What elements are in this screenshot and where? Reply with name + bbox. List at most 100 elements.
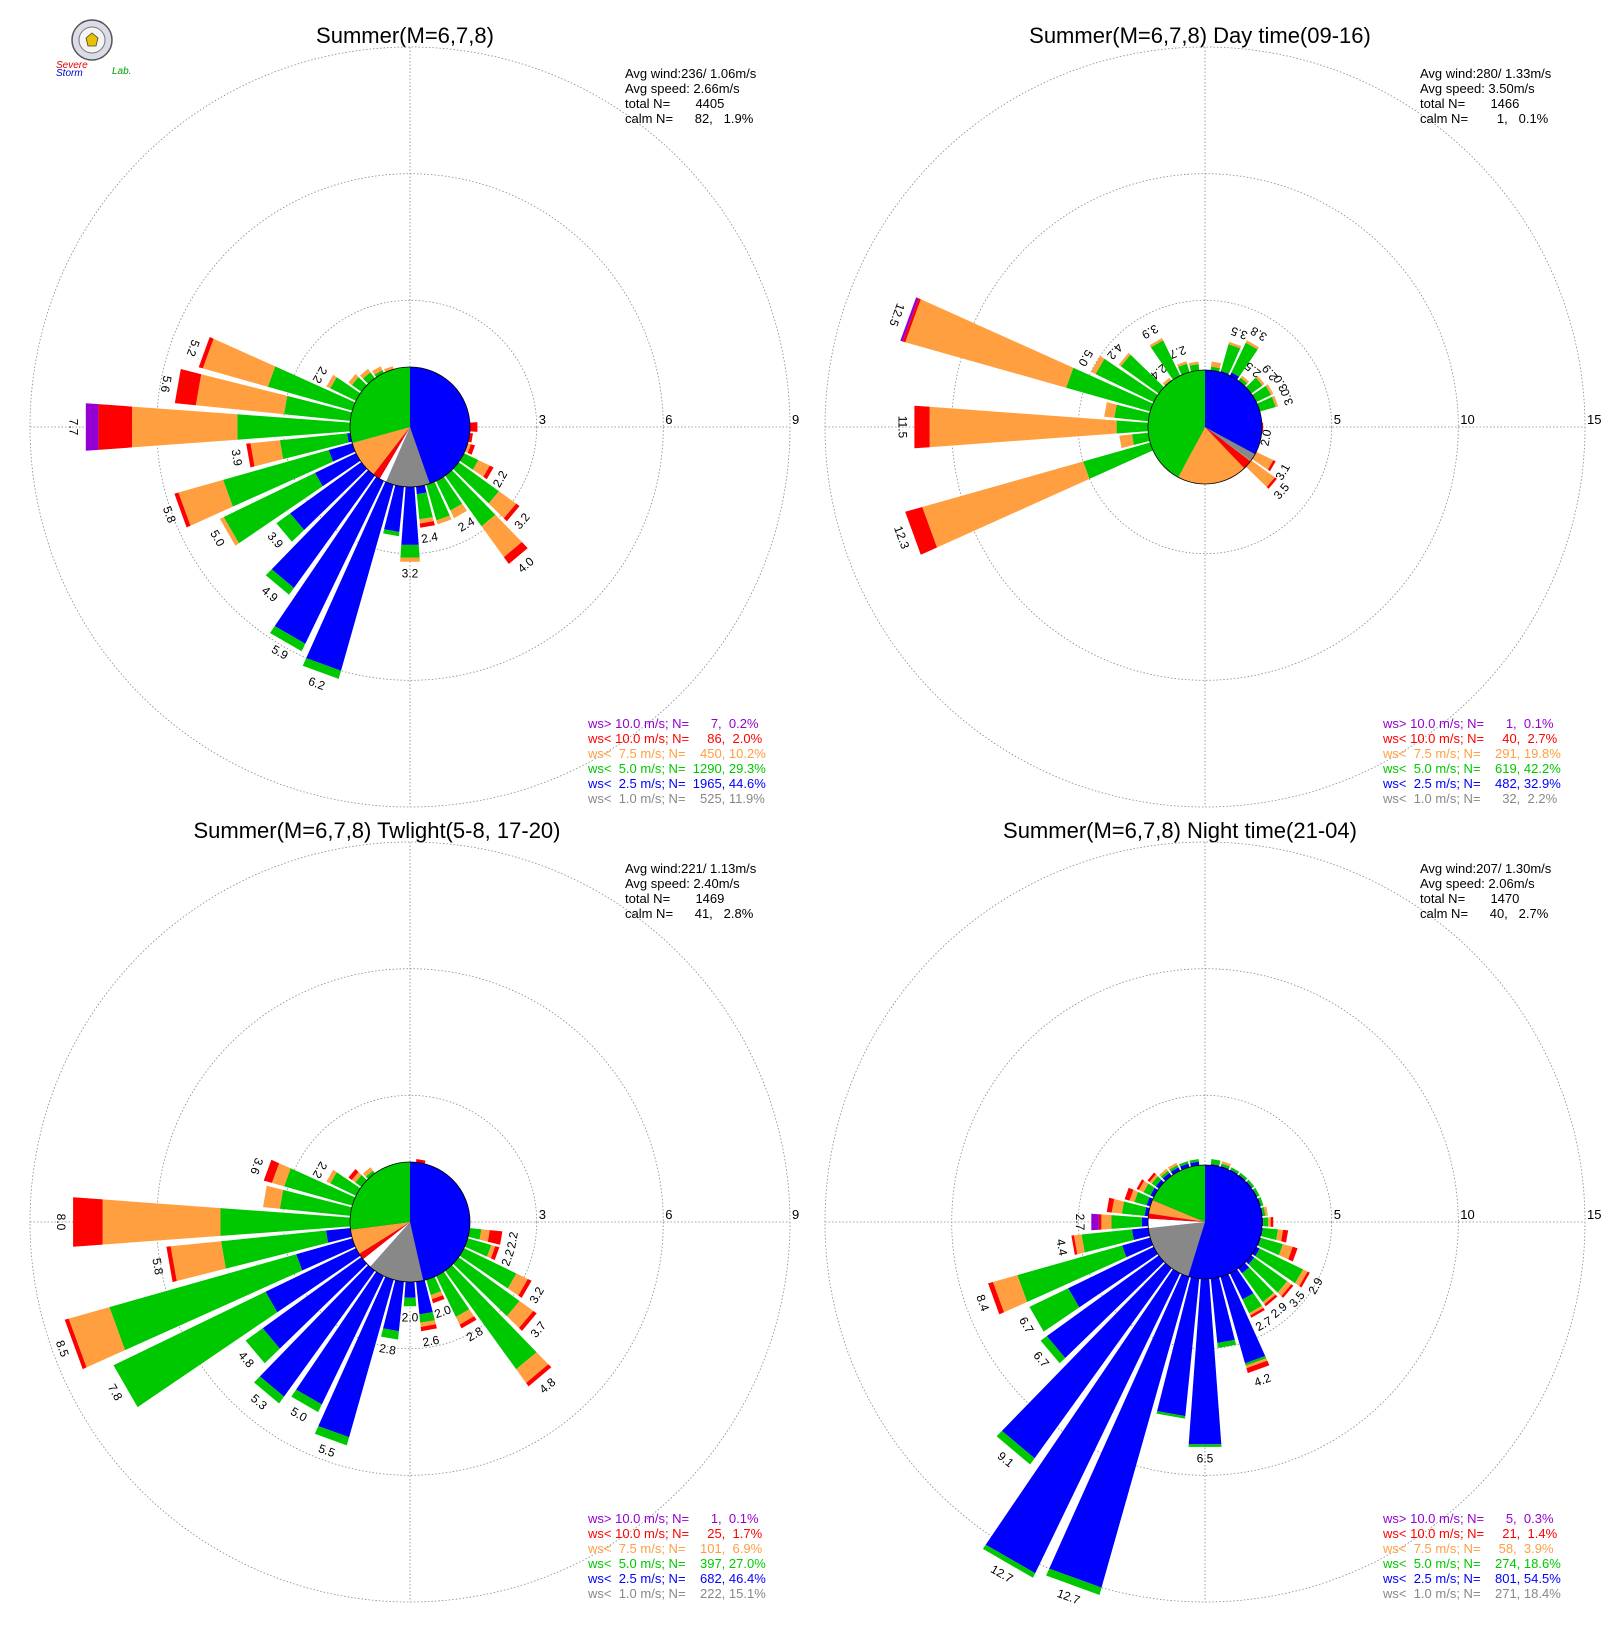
ring-tick-label: 10 (1460, 1207, 1474, 1222)
grid-ring (1077, 1094, 1333, 1350)
wind-bar-segment (440, 1246, 520, 1317)
wind-bar-segment (1272, 395, 1279, 407)
ring-tick-labels: 3 6 9 (539, 1207, 800, 1222)
wind-bar-segment (1255, 375, 1265, 386)
calm-n-text: calm N= 1, 0.1% (1420, 111, 1549, 126)
logo-text-storm: Storm (56, 68, 83, 79)
pie-slice (350, 1222, 410, 1254)
total-n-text: total N= 1466 (1420, 96, 1519, 111)
bar-value-label: 2.0 (402, 1311, 419, 1325)
wind-bar-segment (1217, 1339, 1237, 1348)
legend-entry: ws< 5.0 m/s; N= 274, 18.6% (1382, 1556, 1561, 1571)
wind-bar-segment (1073, 1234, 1085, 1255)
pie-outline (349, 1161, 471, 1283)
bar-value-label: 2.6 (422, 1333, 441, 1350)
bar-value-label: 7.7 (67, 419, 81, 436)
wind-bar-segment (902, 298, 921, 343)
legend-entry: ws< 10.0 m/s; N= 86, 2.0% (587, 731, 763, 746)
avg-speed-text: Avg speed: 3.50m/s (1420, 81, 1535, 96)
wind-bar-segment (1160, 1170, 1170, 1179)
bar-value-label: 9.1 (995, 1449, 1017, 1471)
panel-title: Summer(M=6,7,8) Twlight(5-8, 17-20) (193, 818, 560, 843)
total-n-text: total N= 1469 (625, 891, 724, 906)
wind-bar-segment (1278, 1244, 1293, 1260)
wind-bar-segment (992, 1275, 1028, 1313)
pie-slice (350, 1162, 410, 1230)
wind-bar-segment (1098, 1214, 1102, 1230)
wind-bar-segment (1124, 1187, 1134, 1201)
legend-entry: ws> 10.0 m/s; N= 1, 0.1% (587, 1511, 759, 1526)
bar-value-label: 4.8 (537, 1375, 559, 1397)
wind-rose-panel-day-time: Summer(M=6,7,8) Day time(09-16) 3.53.82.… (824, 23, 1601, 808)
wind-bar-segment (1264, 1294, 1278, 1307)
wind-stats: Avg wind:280/ 1.33m/s Avg speed: 3.50m/s… (1420, 66, 1552, 126)
wind-bar-segment (1266, 477, 1277, 489)
wind-bar-segment (202, 338, 276, 387)
pie-slice (1148, 1213, 1205, 1222)
bar-value-label: 8.0 (54, 1214, 68, 1231)
pie-slice (370, 1222, 424, 1283)
wind-bar-segment (284, 1168, 368, 1210)
bar-value-label: 12.5 (886, 302, 907, 329)
bar-value-label: 3.9 (265, 529, 287, 551)
wind-stats: Avg wind:207/ 1.30m/s Avg speed: 2.06m/s… (1420, 861, 1552, 921)
wind-bar-segment (455, 1309, 475, 1325)
bar-value-label: 3.9 (228, 448, 245, 467)
wind-bar-segment (420, 1324, 437, 1332)
wind-bar-segment (1246, 1360, 1270, 1374)
wind-bar-segment (439, 1258, 537, 1370)
wind-bar-segment (132, 406, 238, 448)
wind-bar-segment (479, 1229, 490, 1242)
pie-slice (1147, 369, 1205, 478)
bar-value-label: 2.7 (1253, 1313, 1275, 1334)
pie-slice (349, 367, 410, 444)
wind-bar-segment (1250, 1307, 1265, 1318)
wind-bar-segment (444, 1240, 517, 1289)
pie-slice (1178, 427, 1245, 485)
bar-value-label: 3.2 (511, 510, 533, 532)
wind-bar-segment (68, 1307, 125, 1368)
bar-value-label: 8.5 (53, 1338, 72, 1359)
bar-value-label: 3.0 (1277, 387, 1296, 408)
pie-slice (352, 427, 410, 475)
wind-bar-segment (1270, 1217, 1274, 1227)
ring-tick-labels: 5 10 15 (1334, 1207, 1602, 1222)
panel-title: Summer(M=6,7,8) Night time(21-04) (1003, 818, 1357, 843)
panel-title: Summer(M=6,7,8) Day time(09-16) (1029, 23, 1371, 48)
legend-entry: ws< 7.5 m/s; N= 291, 19.8% (1382, 746, 1561, 761)
center-pie (1147, 1164, 1263, 1280)
wind-bar-segment (1106, 1197, 1115, 1213)
avg-speed-text: Avg speed: 2.40m/s (625, 876, 740, 891)
legend-entry: ws< 7.5 m/s; N= 101, 6.9% (587, 1541, 763, 1556)
avg-speed-text: Avg speed: 2.66m/s (625, 81, 740, 96)
legend-entry: ws< 10.0 m/s; N= 40, 2.7% (1382, 731, 1558, 746)
wind-bar-segment (487, 1230, 503, 1245)
bar-value-label: 5.0 (207, 527, 228, 549)
bar-value-label: 5.2 (184, 338, 203, 359)
ring-tick-label: 15 (1587, 412, 1601, 427)
wind-bar-segment (383, 529, 400, 537)
bar-value-label: 3.2 (402, 566, 419, 580)
wind-bar-segment (109, 1254, 303, 1351)
wind-bar-segment (85, 403, 99, 451)
bar-value-label: 3.5 (1286, 1288, 1308, 1310)
calm-n-text: calm N= 40, 2.7% (1420, 906, 1549, 921)
wind-bar-segment (483, 465, 494, 480)
wind-bar-segment (279, 433, 349, 460)
wind-bar-segment (326, 1169, 337, 1184)
wind-bar-segment (905, 299, 1074, 388)
bar-value-label: 12.7 (988, 1562, 1016, 1586)
wind-bar-segment (1265, 384, 1274, 395)
wind-bar-segment (223, 472, 323, 544)
bar-value-label: 2.2 (490, 468, 511, 490)
wind-bar-segment (1188, 361, 1199, 366)
wind-bar-segment (996, 1430, 1035, 1465)
legend-entry: ws< 2.5 m/s; N= 801, 54.5% (1382, 1571, 1561, 1586)
wind-bar-segment (1101, 1214, 1112, 1230)
wind-bar-segment (400, 544, 420, 558)
wind-bar-segment (459, 1316, 477, 1329)
wind-bar-segment (73, 1197, 103, 1247)
pie-slice (410, 367, 470, 484)
bar-value-label: 5.3 (248, 1391, 270, 1413)
wind-bar-segment (490, 1246, 500, 1261)
